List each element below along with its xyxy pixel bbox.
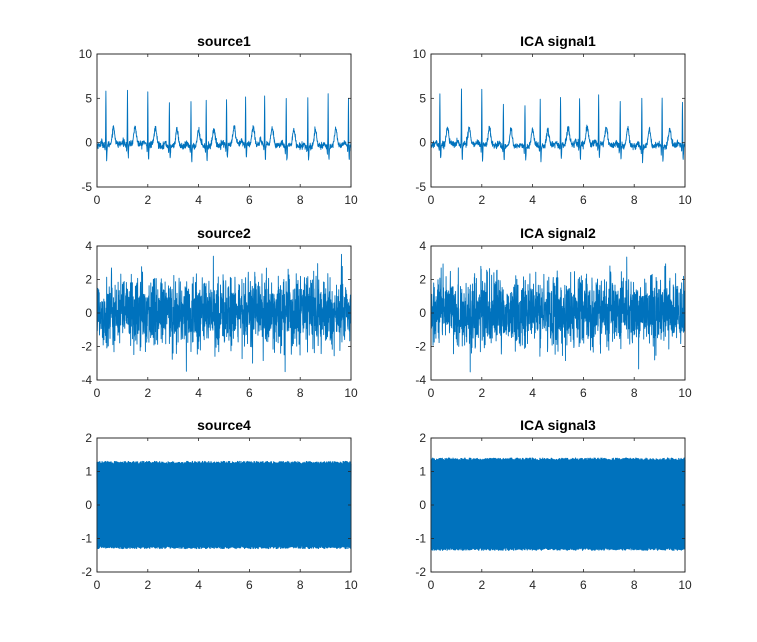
y-tick-label: -2 (81, 340, 92, 354)
x-tick-label: 2 (144, 193, 151, 207)
subplot-title: source2 (197, 225, 251, 241)
y-tick-label: -5 (81, 180, 92, 194)
x-tick-label: 0 (94, 193, 101, 207)
x-tick-label: 8 (631, 193, 638, 207)
y-tick-label: 1 (419, 465, 426, 479)
subplot-title: source4 (197, 417, 251, 433)
x-tick-label: 10 (678, 193, 692, 207)
x-tick-label: 10 (344, 578, 358, 592)
y-tick-label: 2 (85, 273, 92, 287)
axes-border (430, 53, 686, 188)
y-tick-label: -1 (81, 532, 92, 546)
x-tick-label: 8 (297, 386, 304, 400)
subplot-5: source4 0 2 4 6 8 10 -2 -1 0 1 2 (81, 417, 358, 592)
x-tick-label: 0 (428, 386, 435, 400)
x-tick-label: 6 (580, 193, 587, 207)
x-tick-label: 10 (678, 578, 692, 592)
y-tick-label: -4 (415, 373, 426, 387)
y-tick-label: 2 (419, 273, 426, 287)
y-tick-label: 4 (85, 239, 92, 253)
x-tick-label: 4 (529, 386, 536, 400)
x-tick-label: 2 (478, 193, 485, 207)
subplot-title: ICA signal2 (520, 225, 596, 241)
y-tick-label: 0 (419, 136, 426, 150)
x-tick-label: 6 (580, 386, 587, 400)
x-tick-label: 10 (344, 386, 358, 400)
y-tick-label: -2 (415, 565, 426, 579)
y-tick-label: 10 (413, 47, 427, 61)
subplot-3: source2 0 2 4 6 8 10 -4 -2 0 2 4 (81, 225, 358, 400)
y-tick-label: 5 (419, 91, 426, 105)
x-tick-label: 0 (94, 578, 101, 592)
x-tick-label: 10 (678, 386, 692, 400)
y-tick-label: 0 (419, 306, 426, 320)
subplot-title: ICA signal1 (520, 33, 596, 49)
y-tick-label: -1 (415, 532, 426, 546)
x-tick-label: 8 (297, 578, 304, 592)
x-tick-label: 4 (529, 578, 536, 592)
y-tick-label: 2 (85, 431, 92, 445)
x-tick-label: 0 (428, 578, 435, 592)
x-tick-label: 8 (631, 578, 638, 592)
y-tick-label: 0 (85, 306, 92, 320)
subplot-title: ICA signal3 (520, 417, 596, 433)
x-tick-label: 8 (297, 193, 304, 207)
signal-line (430, 88, 686, 164)
y-tick-label: 0 (85, 136, 92, 150)
signal-line (96, 253, 352, 373)
x-tick-label: 4 (195, 386, 202, 400)
subplot-title: source1 (197, 33, 251, 49)
signal-line (430, 457, 686, 551)
x-tick-label: 2 (144, 578, 151, 592)
y-tick-label: 10 (79, 47, 93, 61)
x-tick-label: 10 (344, 193, 358, 207)
axes-frame (430, 53, 686, 188)
y-tick-label: 4 (419, 239, 426, 253)
x-tick-label: 4 (195, 578, 202, 592)
y-tick-label: 0 (419, 498, 426, 512)
y-tick-label: -5 (415, 180, 426, 194)
y-tick-label: 0 (85, 498, 92, 512)
y-tick-label: 1 (85, 465, 92, 479)
axes-frame (96, 53, 352, 188)
signal-line (96, 460, 352, 550)
signal-line (430, 256, 686, 373)
x-tick-label: 4 (195, 193, 202, 207)
x-tick-label: 6 (246, 193, 253, 207)
y-tick-label: -4 (81, 373, 92, 387)
x-tick-label: 6 (580, 578, 587, 592)
x-tick-label: 0 (428, 193, 435, 207)
x-tick-label: 2 (144, 386, 151, 400)
y-tick-label: -2 (81, 565, 92, 579)
signal-line (96, 89, 352, 163)
x-tick-label: 4 (529, 193, 536, 207)
axes-border (96, 53, 352, 188)
y-tick-label: 2 (419, 431, 426, 445)
x-tick-label: 6 (246, 386, 253, 400)
x-tick-label: 8 (631, 386, 638, 400)
x-tick-label: 2 (478, 386, 485, 400)
y-tick-label: 5 (85, 91, 92, 105)
x-tick-label: 2 (478, 578, 485, 592)
x-tick-label: 6 (246, 578, 253, 592)
y-tick-label: -2 (415, 340, 426, 354)
subplot-6: ICA signal3 0 2 4 6 8 10 -2 -1 0 1 2 (415, 417, 692, 592)
x-tick-label: 0 (94, 386, 101, 400)
subplot-4: ICA signal2 0 2 4 6 8 10 -4 -2 0 2 4 (415, 225, 692, 400)
